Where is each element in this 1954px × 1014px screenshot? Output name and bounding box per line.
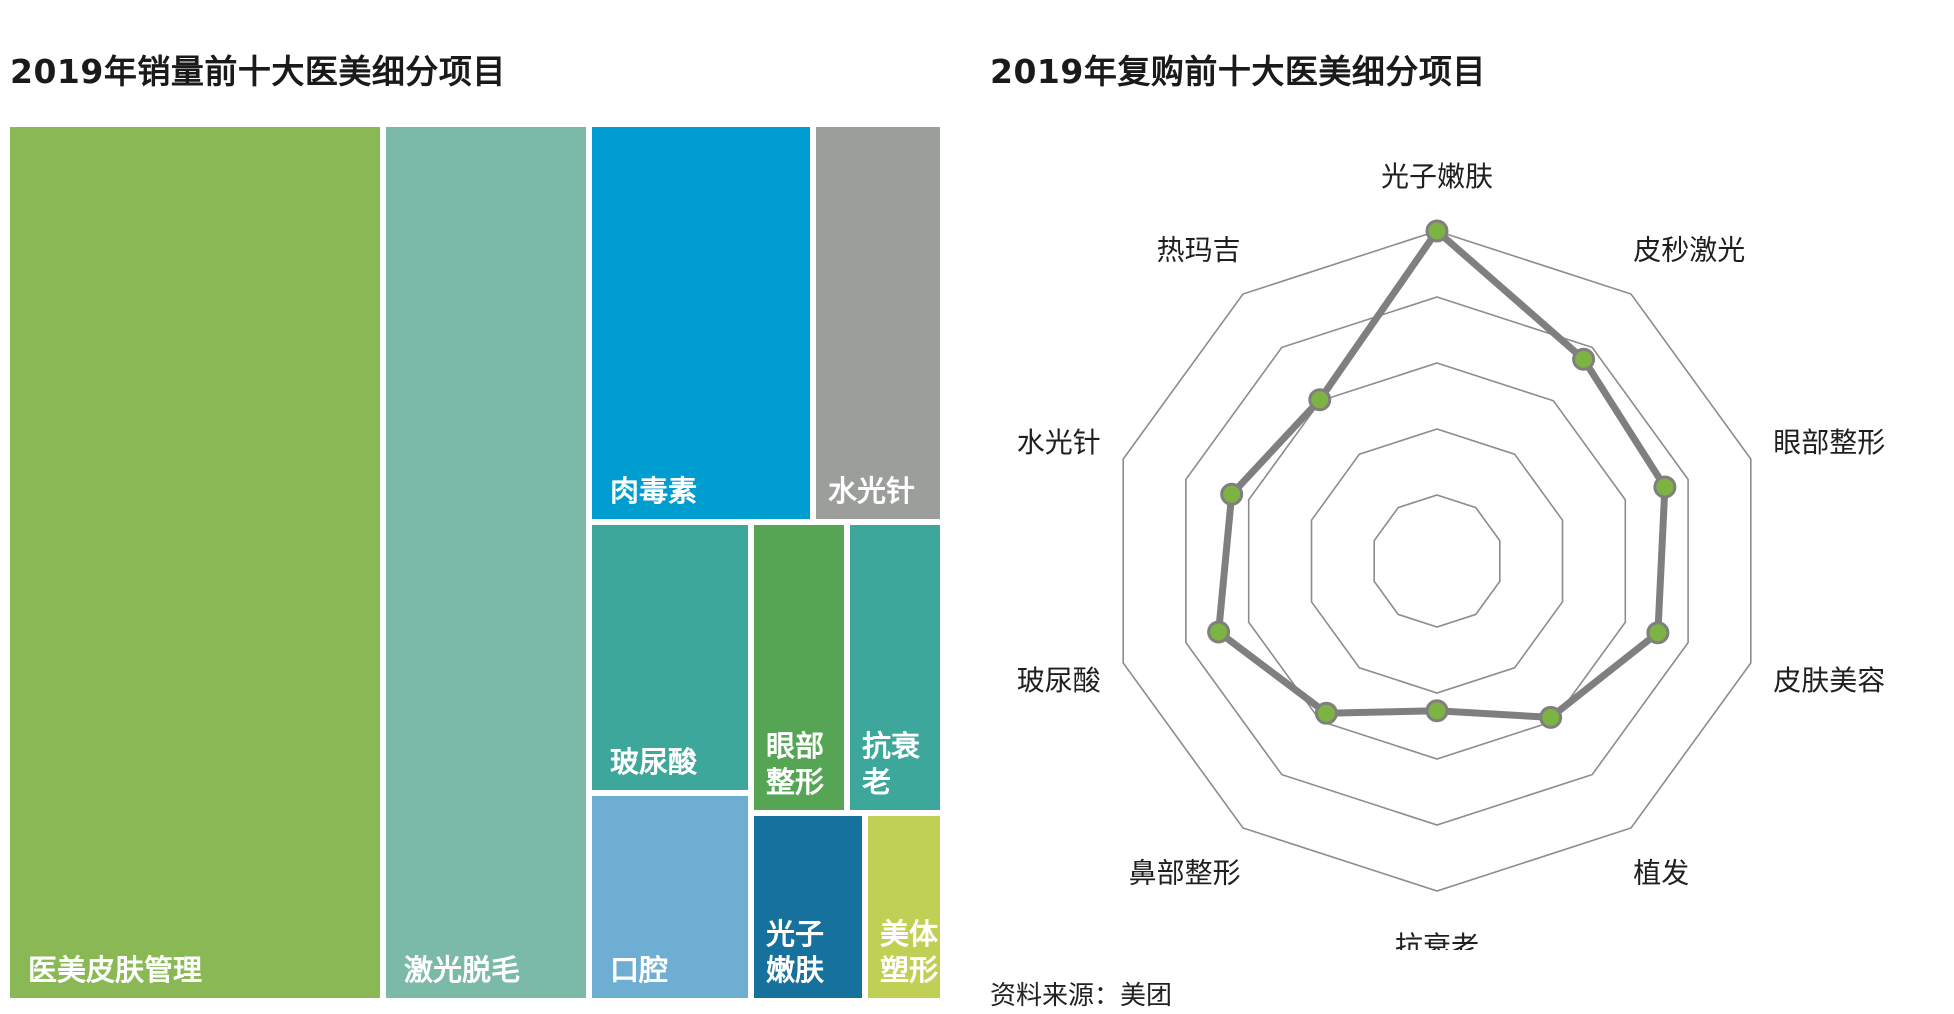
radar-grid-ring [1310,428,1564,694]
treemap-tile: 光子 嫩肤 [754,816,862,998]
radar-point [1646,621,1670,645]
treemap-tile: 口腔 [592,796,748,998]
radar-axis-label: 抗衰老 [1395,930,1479,950]
treemap-tile-label: 口腔 [610,953,669,987]
treemap-tile: 医美皮肤管理 [10,127,380,998]
radar-point [1539,705,1563,729]
radar-point [1572,347,1596,371]
treemap-tile-label: 光子 嫩肤 [766,917,825,987]
radar-axis-label: 光子嫩肤 [1381,160,1493,193]
treemap-tile-label: 美体 塑形 [880,917,939,987]
radar-point [1308,388,1332,412]
radar-point [1220,482,1244,506]
treemap-tile-label: 激光脱毛 [404,953,521,987]
radar-axis-label: 皮肤美容 [1773,664,1885,697]
radar-grid-ring [1122,230,1752,892]
radar-axis-label: 植发 [1633,857,1689,890]
treemap-title: 2019年销量前十大医美细分项目 [10,52,506,91]
source-note: 资料来源：美团 [990,981,1173,1011]
treemap-tile: 玻尿酸 [592,525,748,790]
treemap-tile-label: 肉毒素 [610,474,698,508]
radar-grid-ring [1247,362,1627,760]
radar-axis-label: 热玛吉 [1157,234,1241,267]
treemap-chart: 医美皮肤管理 激光脱毛 肉毒素 水光针玻尿酸 眼部 整形 抗衰老口腔 光子 嫩肤 美体 塑形 [10,127,940,998]
radar-title: 2019年复购前十大医美细分项目 [990,52,1486,91]
treemap-tile-label: 抗衰老 [862,729,921,799]
radar-axis-label: 皮秒激光 [1633,234,1745,267]
treemap-tile: 肉毒素 [592,127,810,519]
radar-series-line [1215,227,1669,721]
radar-axis-label: 水光针 [1017,426,1101,459]
treemap-tile: 抗衰老 [850,525,940,810]
radar-axis-label: 眼部整形 [1773,426,1885,459]
radar-axis-label: 玻尿酸 [1017,664,1101,697]
radar-point [1207,620,1231,644]
radar-grid-ring [1373,494,1501,628]
treemap-tile: 水光针 [816,127,940,519]
treemap-tile-label: 眼部 整形 [766,729,825,799]
radar-point [1425,699,1449,723]
radar-axis-label: 鼻部整形 [1129,857,1241,890]
radar-grid-ring [1185,296,1689,826]
treemap-tile: 眼部 整形 [754,525,844,810]
treemap-tile-label: 玻尿酸 [610,745,698,779]
radar-point [1425,219,1449,243]
radar-point [1653,475,1677,499]
treemap-tile-label: 医美皮肤管理 [28,953,203,987]
treemap-tile: 激光脱毛 [386,127,586,998]
treemap-tile: 美体 塑形 [868,816,940,998]
treemap-tile-label: 水光针 [828,474,916,508]
radar-point [1314,701,1338,725]
